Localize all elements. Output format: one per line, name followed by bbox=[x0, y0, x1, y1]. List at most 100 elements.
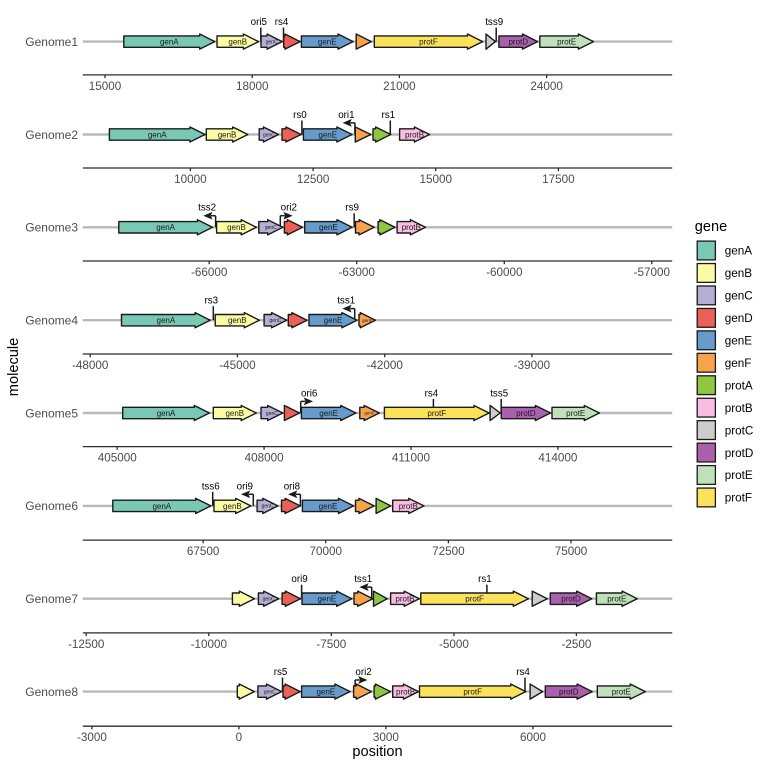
svg-text:rs1: rs1 bbox=[478, 574, 492, 585]
svg-text:genC: genC bbox=[263, 597, 275, 603]
svg-text:genA: genA bbox=[148, 130, 167, 139]
svg-text:Genome1: Genome1 bbox=[25, 35, 78, 49]
svg-text:genB: genB bbox=[228, 316, 247, 325]
svg-text:rs4: rs4 bbox=[516, 667, 530, 678]
svg-text:protB: protB bbox=[405, 130, 424, 139]
svg-text:genE: genE bbox=[319, 502, 338, 511]
svg-text:tss5: tss5 bbox=[490, 388, 509, 399]
svg-text:tss6: tss6 bbox=[202, 481, 221, 492]
svg-text:genE: genE bbox=[319, 223, 338, 232]
svg-text:-39000: -39000 bbox=[514, 359, 551, 372]
svg-text:17500: 17500 bbox=[542, 173, 575, 186]
svg-text:protB: protB bbox=[399, 502, 418, 511]
svg-text:genE: genE bbox=[324, 316, 343, 325]
svg-text:genC: genC bbox=[269, 318, 281, 324]
svg-text:-66000: -66000 bbox=[191, 266, 228, 279]
svg-text:-57000: -57000 bbox=[634, 266, 671, 279]
svg-text:-3000: -3000 bbox=[77, 731, 107, 744]
svg-text:rs9: rs9 bbox=[345, 203, 359, 214]
svg-text:genB: genB bbox=[225, 409, 244, 418]
svg-text:protA: protA bbox=[725, 379, 753, 392]
svg-text:-2500: -2500 bbox=[561, 638, 591, 651]
svg-text:72500: 72500 bbox=[432, 545, 465, 558]
svg-text:molecule: molecule bbox=[6, 338, 22, 396]
svg-text:genE: genE bbox=[725, 335, 753, 348]
svg-text:-48000: -48000 bbox=[72, 359, 109, 372]
svg-text:12500: 12500 bbox=[297, 173, 330, 186]
svg-text:genE: genE bbox=[316, 687, 335, 696]
svg-text:genE: genE bbox=[318, 130, 337, 139]
svg-text:protD: protD bbox=[725, 447, 754, 460]
svg-text:405000: 405000 bbox=[98, 452, 138, 465]
svg-text:protE: protE bbox=[607, 595, 626, 604]
svg-text:genC: genC bbox=[725, 290, 753, 303]
svg-text:ori8: ori8 bbox=[284, 481, 301, 492]
svg-text:genC: genC bbox=[263, 132, 275, 138]
svg-text:ori9: ori9 bbox=[291, 574, 307, 585]
svg-text:position: position bbox=[352, 744, 402, 760]
svg-text:15000: 15000 bbox=[419, 173, 452, 186]
svg-text:genE: genE bbox=[318, 595, 337, 604]
svg-text:ori6: ori6 bbox=[301, 388, 318, 399]
svg-text:gene: gene bbox=[695, 219, 727, 235]
svg-text:ori5: ori5 bbox=[251, 17, 268, 28]
svg-text:protD: protD bbox=[508, 37, 528, 46]
svg-text:Genome7: Genome7 bbox=[25, 592, 78, 606]
svg-text:Genome6: Genome6 bbox=[25, 499, 78, 513]
svg-text:408000: 408000 bbox=[245, 452, 285, 465]
svg-text:genE: genE bbox=[318, 37, 337, 46]
svg-text:genB: genB bbox=[223, 502, 242, 511]
svg-text:ori2: ori2 bbox=[281, 203, 297, 214]
svg-text:protD: protD bbox=[516, 409, 536, 418]
svg-text:genC: genC bbox=[264, 689, 276, 695]
svg-text:genB: genB bbox=[228, 37, 247, 46]
svg-text:Genome4: Genome4 bbox=[25, 314, 78, 328]
svg-text:protE: protE bbox=[557, 37, 576, 46]
svg-text:genB: genB bbox=[227, 223, 246, 232]
svg-text:-5000: -5000 bbox=[439, 638, 469, 651]
svg-text:genC: genC bbox=[266, 411, 278, 417]
svg-text:protB: protB bbox=[396, 687, 415, 696]
svg-text:rs5: rs5 bbox=[274, 667, 288, 678]
svg-text:genA: genA bbox=[156, 223, 175, 232]
svg-text:Genome3: Genome3 bbox=[25, 221, 78, 235]
svg-text:protB: protB bbox=[725, 402, 753, 415]
svg-text:genC: genC bbox=[266, 39, 278, 45]
svg-text:genB: genB bbox=[218, 130, 237, 139]
svg-text:6000: 6000 bbox=[520, 731, 547, 744]
svg-text:protF: protF bbox=[463, 687, 482, 696]
svg-text:Genome5: Genome5 bbox=[25, 406, 78, 420]
svg-text:genA: genA bbox=[152, 502, 171, 511]
svg-text:rs4: rs4 bbox=[425, 388, 439, 399]
svg-text:70000: 70000 bbox=[309, 545, 342, 558]
svg-text:genF: genF bbox=[362, 318, 373, 323]
svg-text:genA: genA bbox=[160, 37, 179, 46]
svg-text:protE: protE bbox=[725, 469, 753, 482]
svg-text:genF: genF bbox=[725, 357, 752, 370]
svg-text:protD: protD bbox=[561, 595, 581, 604]
svg-text:-63000: -63000 bbox=[338, 266, 375, 279]
svg-text:tss2: tss2 bbox=[198, 203, 216, 214]
svg-text:genF: genF bbox=[364, 411, 375, 416]
svg-text:genC: genC bbox=[262, 504, 274, 510]
svg-text:-7500: -7500 bbox=[316, 638, 346, 651]
svg-text:-10000: -10000 bbox=[191, 638, 228, 651]
svg-text:protE: protE bbox=[612, 687, 631, 696]
svg-text:protF: protF bbox=[419, 37, 438, 46]
svg-text:rs4: rs4 bbox=[275, 17, 289, 28]
svg-text:21000: 21000 bbox=[383, 80, 416, 93]
svg-text:rs3: rs3 bbox=[204, 296, 218, 307]
svg-text:18000: 18000 bbox=[236, 80, 269, 93]
svg-text:protF: protF bbox=[725, 492, 752, 505]
svg-text:Genome8: Genome8 bbox=[25, 685, 78, 699]
svg-text:rs1: rs1 bbox=[381, 110, 395, 121]
svg-text:ori2: ori2 bbox=[355, 667, 371, 678]
svg-text:15000: 15000 bbox=[89, 80, 122, 93]
svg-text:genD: genD bbox=[725, 312, 753, 325]
svg-text:tss1: tss1 bbox=[337, 296, 355, 307]
svg-text:protB: protB bbox=[402, 223, 421, 232]
svg-text:67500: 67500 bbox=[187, 545, 220, 558]
svg-text:protD: protD bbox=[559, 687, 579, 696]
svg-text:protE: protE bbox=[566, 409, 585, 418]
svg-text:414000: 414000 bbox=[538, 452, 578, 465]
